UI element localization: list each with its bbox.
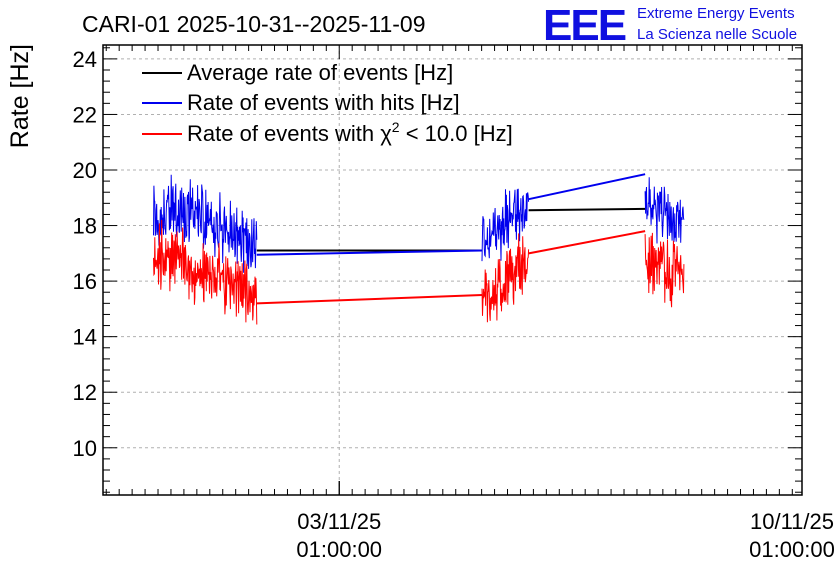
legend-label-chi2-suffix: < 10.0 [Hz] — [400, 121, 513, 146]
y-tick-label: 22 — [73, 102, 97, 127]
series-line-chi2 — [528, 230, 646, 255]
legend-label-chi2-prefix: Rate of events with — [187, 121, 380, 146]
x-tick-label-date: 10/11/25 — [750, 509, 834, 534]
series-noise-chi2 — [153, 219, 258, 325]
x-tick-label-date: 03/11/25 — [297, 509, 381, 534]
legend-label-average: Average rate of events [Hz] — [187, 60, 453, 85]
legend-label-chi2-chi: χ — [380, 121, 392, 146]
y-tick-label: 12 — [73, 380, 97, 405]
data-series — [153, 173, 685, 325]
series-line-hits — [528, 173, 646, 201]
eee-logo-mark: EEE — [543, 1, 626, 50]
y-tick-label: 14 — [73, 325, 97, 350]
eee-logo-line1: Extreme Energy Events — [637, 5, 795, 22]
x-tick-label-time: 01:00:00 — [296, 537, 382, 562]
y-tick-label: 20 — [73, 158, 97, 183]
legend-label-chi2-sup: 2 — [392, 119, 400, 135]
series-noise-hits — [153, 174, 258, 273]
eee-logo: EEE Extreme Energy Events La Scienza nel… — [543, 1, 797, 50]
legend-label-hits: Rate of events with hits [Hz] — [187, 90, 460, 115]
y-axis-label: Rate [Hz] — [6, 44, 34, 148]
series-noise-chi2 — [644, 232, 685, 308]
y-tick-label: 18 — [73, 214, 97, 239]
y-tick-label: 16 — [73, 269, 97, 294]
eee-logo-line2: La Scienza nelle Scuole — [637, 26, 797, 43]
chart-title: CARI-01 2025-10-31--2025-11-09 — [82, 11, 426, 37]
legend: Average rate of events [Hz] Rate of even… — [142, 60, 513, 146]
x-tick-label-time: 01:00:00 — [749, 537, 835, 562]
series-line-average — [528, 207, 646, 212]
legend-label-chi2: Rate of events with χ2 < 10.0 [Hz] — [187, 119, 513, 146]
y-tick-label: 24 — [73, 47, 97, 72]
series-noise-hits — [481, 188, 530, 262]
series-line-chi2 — [256, 294, 483, 305]
series-noise-hits — [644, 177, 685, 244]
axes: 10 12 14 16 18 20 22 24 03/11/25 01:00:00 10/11/25… — [73, 44, 835, 562]
series-line-hits — [256, 249, 483, 256]
y-tick-label: 10 — [73, 436, 97, 461]
series-noise-chi2 — [481, 233, 530, 323]
